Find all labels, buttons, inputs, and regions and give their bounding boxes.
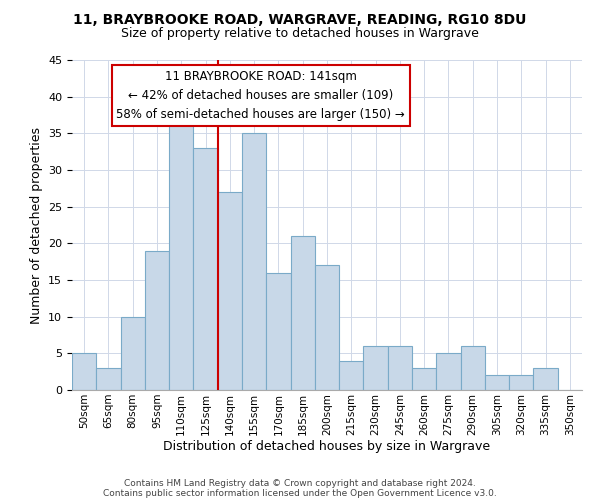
Bar <box>290 236 315 390</box>
Bar <box>485 376 509 390</box>
Bar <box>388 346 412 390</box>
Bar <box>121 316 145 390</box>
Bar <box>72 354 96 390</box>
Bar <box>412 368 436 390</box>
Bar <box>193 148 218 390</box>
Bar <box>315 266 339 390</box>
X-axis label: Distribution of detached houses by size in Wargrave: Distribution of detached houses by size … <box>163 440 491 454</box>
Bar <box>364 346 388 390</box>
Bar <box>509 376 533 390</box>
Text: Contains public sector information licensed under the Open Government Licence v3: Contains public sector information licen… <box>103 488 497 498</box>
Bar <box>266 272 290 390</box>
Bar <box>436 354 461 390</box>
Bar <box>242 134 266 390</box>
Bar <box>461 346 485 390</box>
Text: Size of property relative to detached houses in Wargrave: Size of property relative to detached ho… <box>121 28 479 40</box>
Text: 11, BRAYBROOKE ROAD, WARGRAVE, READING, RG10 8DU: 11, BRAYBROOKE ROAD, WARGRAVE, READING, … <box>73 12 527 26</box>
Bar <box>96 368 121 390</box>
Text: 11 BRAYBROOKE ROAD: 141sqm
← 42% of detached houses are smaller (109)
58% of sem: 11 BRAYBROOKE ROAD: 141sqm ← 42% of deta… <box>116 70 405 121</box>
Bar <box>145 250 169 390</box>
Y-axis label: Number of detached properties: Number of detached properties <box>29 126 43 324</box>
Text: Contains HM Land Registry data © Crown copyright and database right 2024.: Contains HM Land Registry data © Crown c… <box>124 478 476 488</box>
Bar <box>218 192 242 390</box>
Bar <box>533 368 558 390</box>
Bar <box>339 360 364 390</box>
Bar <box>169 118 193 390</box>
